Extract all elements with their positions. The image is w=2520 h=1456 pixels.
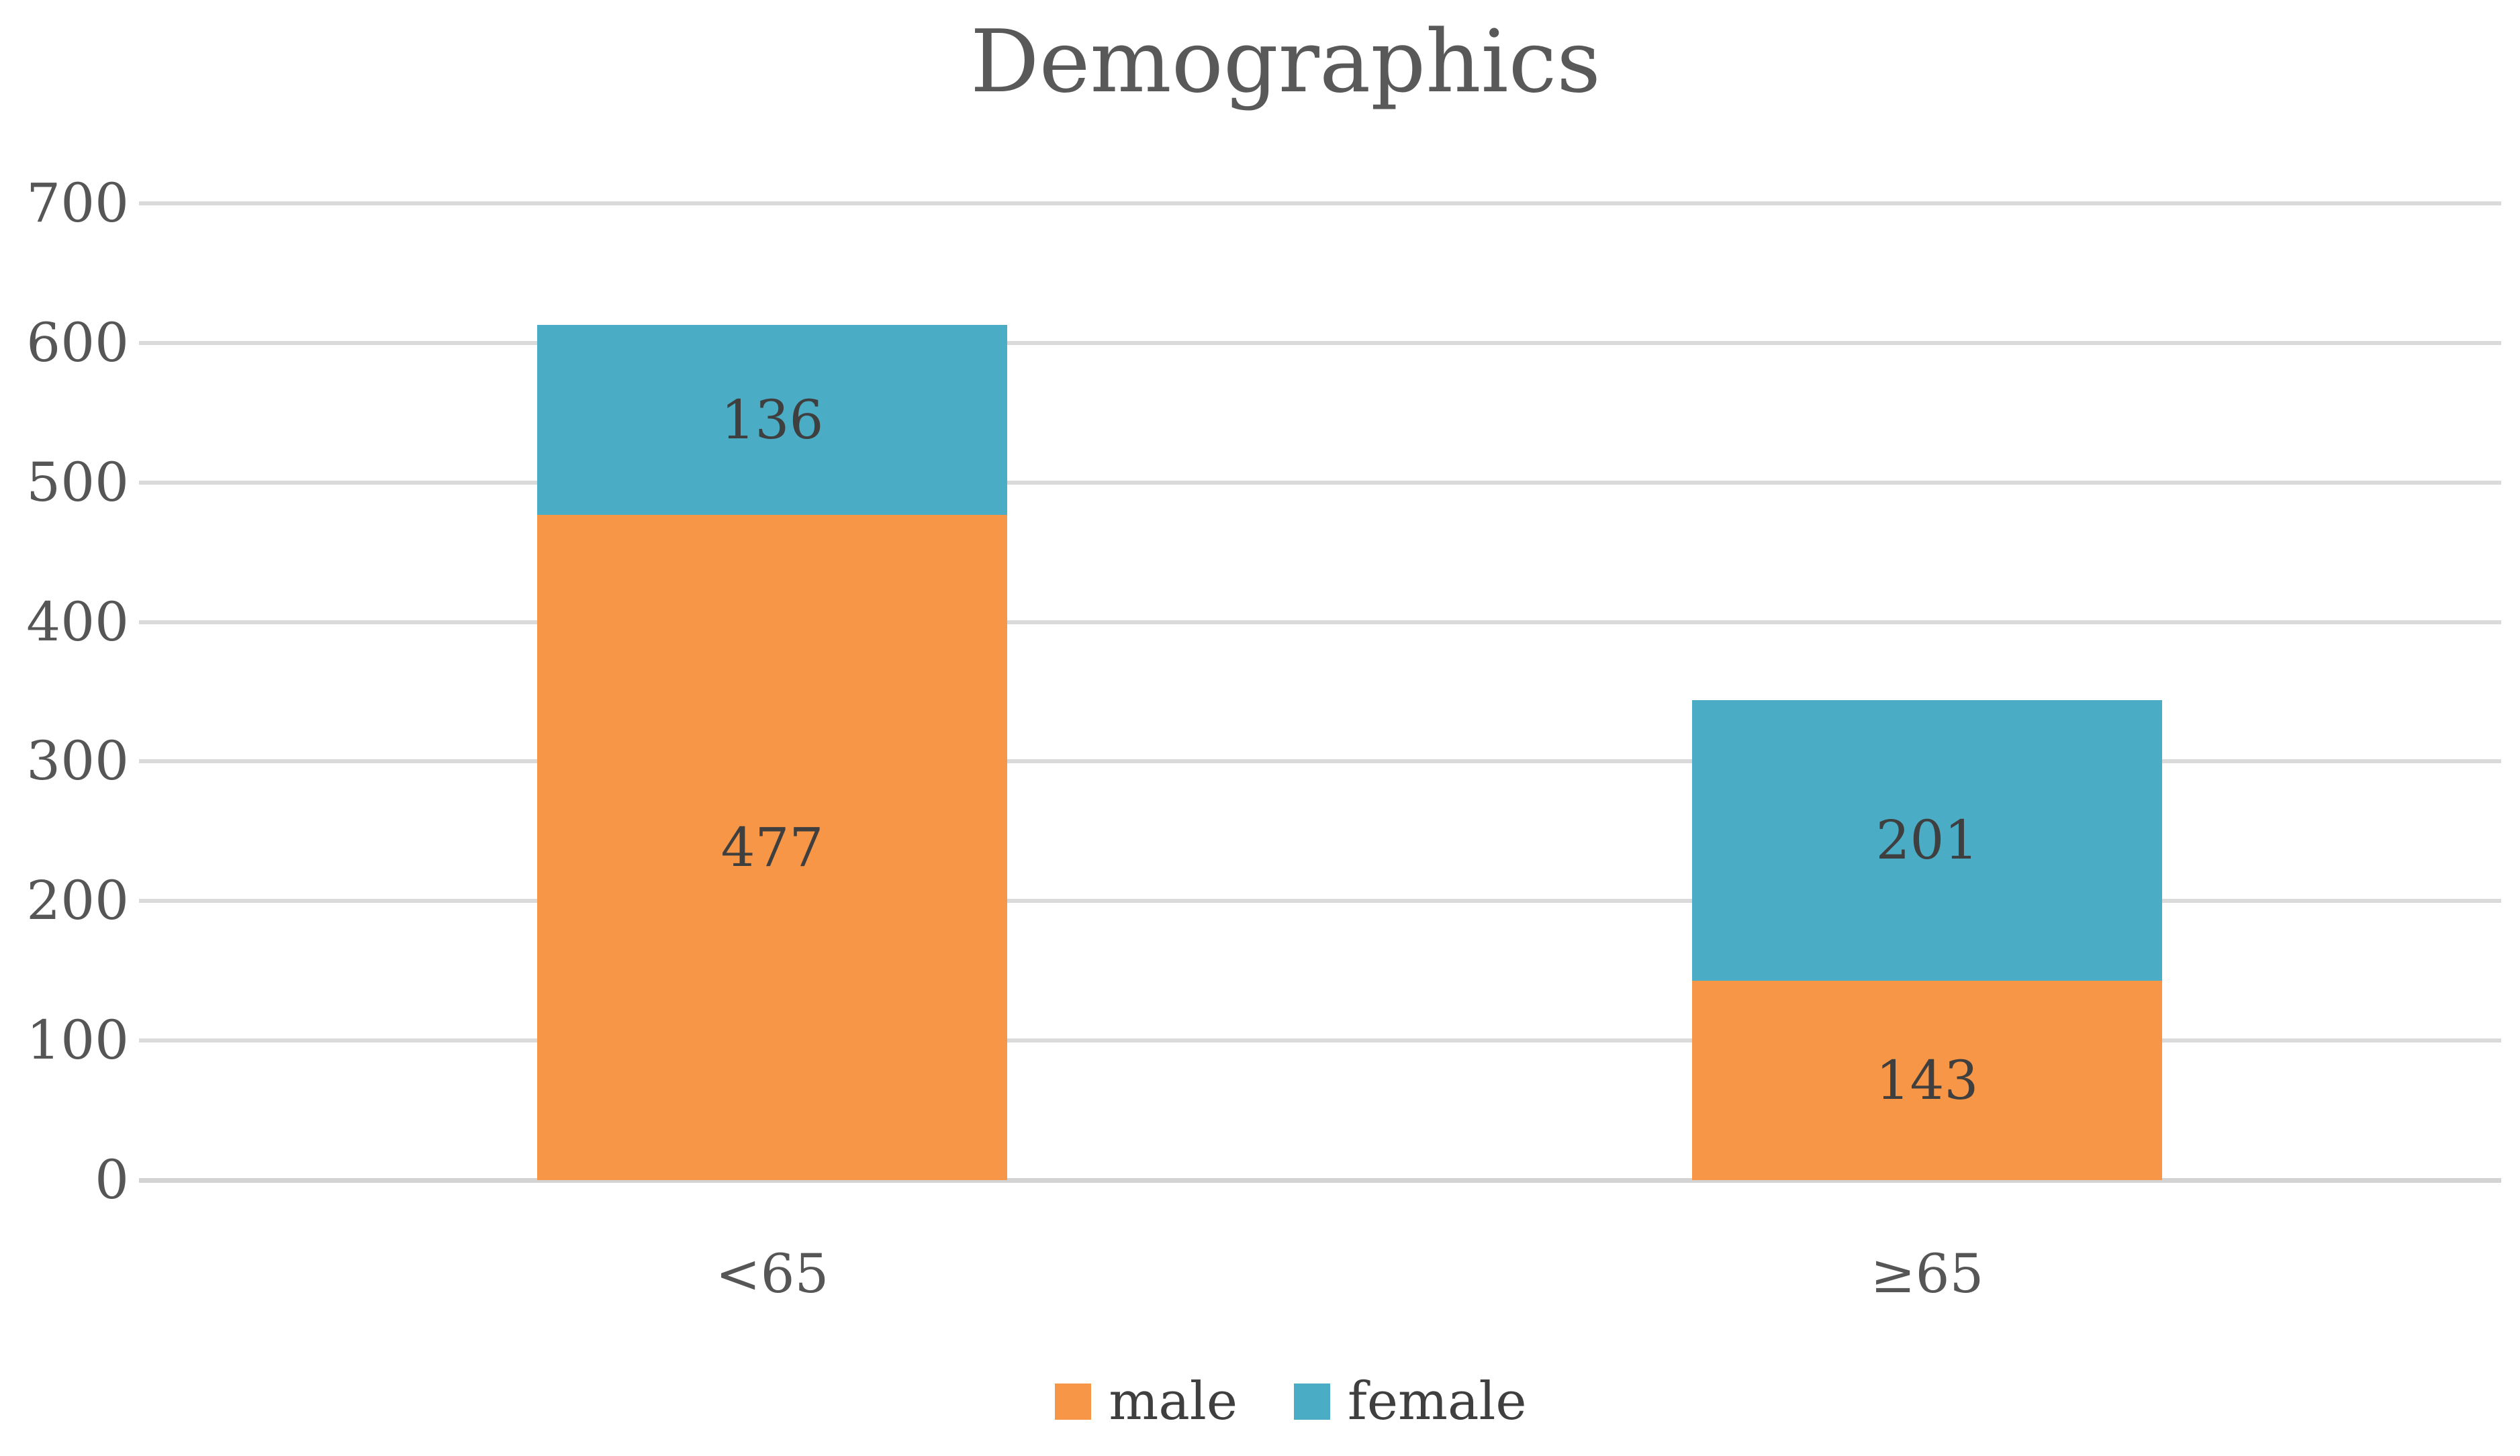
- data-label-male-0: 477: [720, 816, 824, 879]
- data-label-female-0: 136: [720, 388, 824, 451]
- gridline-700: [139, 201, 2501, 205]
- y-tick-label-300: 300: [26, 730, 129, 793]
- gridline-600: [139, 340, 2501, 345]
- bar-0-segment-female: 136: [537, 324, 1007, 515]
- gridline-200: [139, 899, 2501, 904]
- legend-swatch-female: [1293, 1384, 1330, 1420]
- data-label-male-1: 143: [1875, 1049, 1979, 1112]
- bar-1-segment-female: 201: [1692, 699, 2162, 981]
- x-axis-label-1: ≥65: [1870, 1243, 1984, 1305]
- gridline-500: [139, 480, 2501, 485]
- x-axis-label-0: <65: [715, 1243, 829, 1305]
- y-tick-label-200: 200: [26, 869, 129, 932]
- gridline-100: [139, 1038, 2501, 1043]
- x-axis-line: [139, 1178, 2501, 1183]
- legend-swatch-male: [1055, 1384, 1092, 1420]
- bar-0-segment-male: 477: [537, 514, 1007, 1180]
- y-tick-label-500: 500: [26, 450, 129, 514]
- gridline-400: [139, 620, 2501, 624]
- data-label-female-1: 201: [1875, 809, 1979, 872]
- legend: male female: [62, 1368, 2520, 1435]
- chart-title: Demographics: [970, 12, 1601, 112]
- gridline-300: [139, 759, 2501, 764]
- legend-item-female: female: [1293, 1368, 1527, 1435]
- y-tick-label-400: 400: [26, 590, 129, 653]
- legend-item-male: male: [1055, 1368, 1238, 1435]
- legend-label-male: male: [1109, 1371, 1238, 1432]
- y-tick-label-100: 100: [26, 1009, 129, 1072]
- legend-label-female: female: [1347, 1371, 1527, 1432]
- y-tick-label-600: 600: [26, 311, 129, 374]
- y-tick-label-0: 0: [95, 1149, 129, 1211]
- bar-1-segment-male: 143: [1692, 980, 2162, 1180]
- y-tick-label-700: 700: [26, 172, 129, 234]
